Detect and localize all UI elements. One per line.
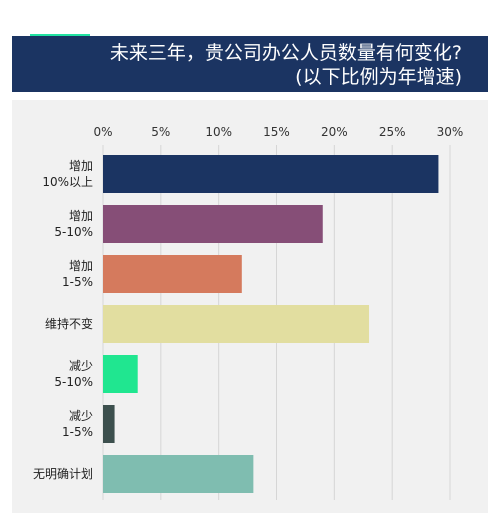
x-tick-label: 0% [93,125,112,139]
category-label: 减少 [69,359,93,373]
chart-subtitle: (以下比例为年增速) [295,66,462,88]
x-tick-label: 20% [321,125,348,139]
category-label: 1-5% [62,425,93,439]
category-label: 减少 [69,409,93,423]
category-label: 无明确计划 [33,467,93,481]
bar [103,155,439,193]
category-label: 1-5% [62,275,93,289]
x-tick-label: 25% [379,125,406,139]
x-tick-label: 10% [205,125,232,139]
bar [103,405,115,443]
x-tick-label: 15% [263,125,290,139]
category-label: 5-10% [54,225,93,239]
category-label: 5-10% [54,375,93,389]
chart-header: 未来三年，贵公司办公人员数量有何变化? (以下比例为年增速) [12,36,488,92]
category-label: 10%以上 [42,175,93,189]
category-label: 增加 [69,209,93,223]
bar [103,355,138,393]
category-label: 维持不变 [45,316,93,331]
bar [103,305,370,343]
x-tick-label: 5% [151,125,170,139]
category-label: 增加 [69,259,93,273]
bar [103,455,254,493]
category-label: 增加 [69,159,93,173]
x-tick-label: 30% [437,125,464,139]
bar [103,205,323,243]
bar [103,255,242,293]
chart-title: 未来三年，贵公司办公人员数量有何变化? [109,42,462,64]
